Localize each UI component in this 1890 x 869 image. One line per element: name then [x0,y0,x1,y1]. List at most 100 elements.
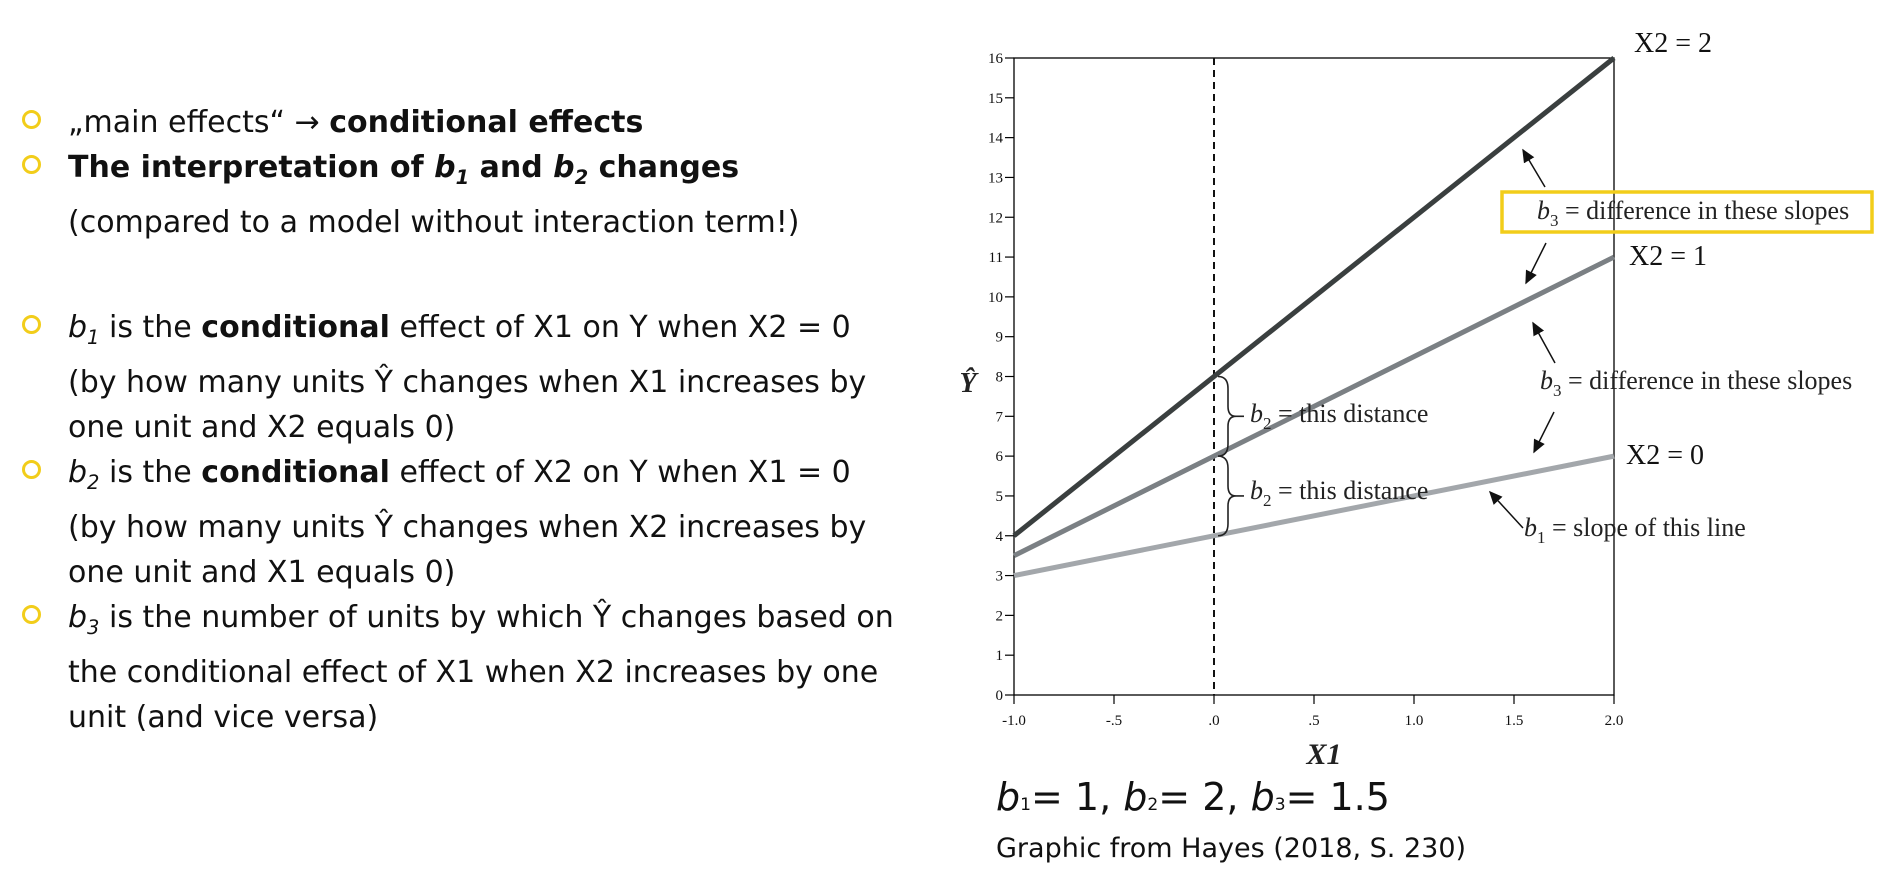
annotation-label: b1 = slope of this line [1524,513,1746,547]
y-tick-label: 15 [988,91,1003,107]
bullet-text: b1 is the conditional effect of X1 on Y … [68,305,898,450]
annotation-arrow [1488,490,1524,529]
series-line [1012,254,1616,558]
y-tick-label: 5 [996,489,1004,505]
text-run: conditional effects [329,105,644,140]
x-axis-label: X1 [1305,738,1341,771]
y-tick-label: 10 [988,290,1003,306]
caption: b1= 1, b2= 2, b3= 1.5 Graphic from Hayes… [996,775,1466,869]
annotation-text: = this distance [1272,399,1429,428]
y-tick-label: 7 [996,409,1004,425]
bullet-text: „main effects“ → conditional effects [68,100,898,145]
y-tick-label: 9 [996,330,1004,346]
y-tick-label: 4 [996,529,1004,545]
text-run: = 1, [1031,775,1124,819]
x-tick-label: 1.5 [1505,713,1524,729]
bullet-ring-icon [22,315,41,334]
text-run: conditional [201,310,390,345]
y-tick-label: 0 [996,688,1004,704]
y-tick-label: 2 [996,608,1004,624]
y-tick-label: 14 [988,131,1004,147]
bullet-item: The interpretation of b1 and b2 changes … [18,145,898,245]
text-run: conditional [201,455,390,490]
text-run: „main effects“ → [68,105,330,140]
text-run: effect of X1 on Y when X2 = 0 (by how ma… [68,310,867,445]
bullet-text: The interpretation of b1 and b2 changes … [68,145,898,245]
annotation-label: b2 = this distance [1250,476,1428,510]
text-run: b [553,150,575,185]
annotation-text: = this distance [1272,476,1429,505]
series-line [1012,56,1616,538]
y-tick-label: 16 [988,51,1004,67]
y-tick-label: 8 [996,370,1004,386]
text-run: b [68,455,88,490]
y-tick-label: 1 [996,648,1004,664]
text-run: 2 [87,471,100,494]
x-tick-label: -.5 [1106,713,1122,729]
distance-brace [1217,455,1237,537]
x-tick-label: -1.0 [1002,713,1026,729]
y-tick-label: 13 [988,170,1003,186]
annotation-symbol: b [1250,399,1263,428]
bullet-text: b3 is the number of units by which Ŷ cha… [68,595,898,740]
bullet-ring-icon [22,110,41,129]
annotation-text: = difference in these slopes [1559,196,1850,225]
y-tick-label: 11 [989,250,1003,266]
series-label: X2 = 0 [1626,440,1704,471]
text-run: 2 [1147,795,1159,815]
y-tick-label: 6 [996,449,1004,465]
text-run: effect of X2 on Y when X1 = 0 (by how ma… [68,455,867,590]
text-run: = 1.5 [1285,775,1390,819]
annotation-symbol: b [1250,476,1263,505]
text-run: 3 [1274,795,1286,815]
text-run: is the [99,310,202,345]
annotation-text: = slope of this line [1546,513,1746,542]
series-label: X2 = 2 [1634,28,1712,59]
text-run: b [1123,775,1148,819]
annotation-arrow [1532,321,1556,364]
text-run: and [469,150,554,185]
bullet-item: b3 is the number of units by which Ŷ cha… [18,595,898,740]
coefficient-formula: b1= 1, b2= 2, b3= 1.5 [996,775,1466,827]
annotation-subscript: 1 [1537,528,1546,547]
y-tick-label: 3 [996,569,1004,585]
annotation-arrow [1525,242,1547,285]
text-run: = 2, [1158,775,1251,819]
annotation-subscript: 2 [1263,491,1272,510]
text-run: (compared to a model without interaction… [68,205,800,240]
text-run: b [68,600,88,635]
bullet-text: b2 is the conditional effect of X2 on Y … [68,450,898,595]
highlight-box [1500,190,1874,234]
plot-frame [1013,57,1615,696]
bullet-list: „main effects“ → conditional effects The … [18,100,898,740]
text-run: is the [99,455,202,490]
bullet-item: b1 is the conditional effect of X1 on Y … [18,305,898,450]
series-line [1013,453,1615,579]
annotation-arrow [1522,148,1546,188]
text-run: 3 [87,616,100,639]
bullet-item: b2 is the conditional effect of X2 on Y … [18,450,898,595]
annotation-arrow [1533,411,1555,454]
annotation-subscript: 3 [1553,381,1562,400]
annotation-label: b3 = difference in these slopes [1537,196,1849,230]
text-run: The interpretation of [68,150,435,185]
annotation-label: b3 = difference in these slopes [1540,366,1852,400]
text-run: 1 [87,326,100,349]
y-tick-label: 12 [988,210,1003,226]
text-run: is the number of units by which Ŷ change… [68,600,894,735]
text-run: 2 [574,166,589,189]
annotation-subscript: 2 [1263,414,1272,433]
text-run: b [1250,775,1275,819]
text-run: b [434,150,456,185]
bullet-ring-icon [22,605,41,624]
text-run: b [996,775,1021,819]
x-tick-label: 1.0 [1405,713,1424,729]
bullet-ring-icon [22,155,41,174]
y-axis-label: Ŷ [959,368,979,399]
annotation-label: b2 = this distance [1250,399,1428,433]
annotation-symbol: b [1524,513,1537,542]
text-run: 1 [455,166,470,189]
annotation-text: = difference in these slopes [1562,366,1853,395]
x-tick-label: .0 [1208,713,1219,729]
